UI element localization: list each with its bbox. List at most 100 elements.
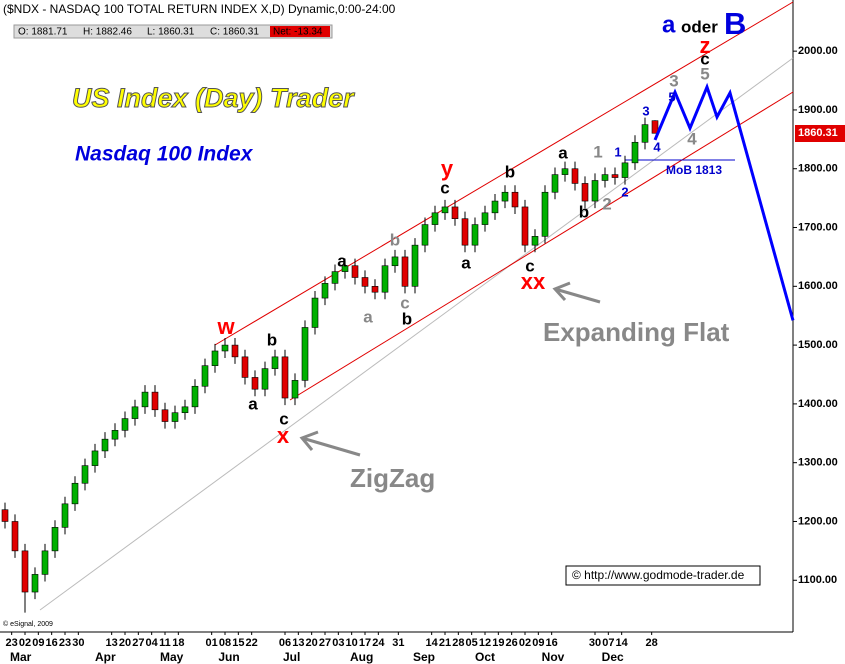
candle-body [381, 265, 389, 293]
candle-body [101, 438, 109, 452]
month-label: Apr [95, 650, 116, 664]
candle-body [71, 482, 79, 505]
wave-label: c [400, 293, 409, 312]
x-tick-label: 30 [72, 637, 84, 649]
x-tick-label: 16 [546, 637, 558, 649]
candle-body [161, 409, 169, 422]
last-price-box [795, 125, 845, 142]
annotation: ZigZag [350, 463, 435, 493]
quote: C: 1860.31 [210, 27, 259, 38]
wave-label: c [525, 256, 534, 275]
candle-body [141, 391, 149, 408]
x-tick-label: 26 [506, 637, 518, 649]
x-tick-label: 01 [206, 637, 218, 649]
candle-body [181, 406, 189, 414]
candle-body [471, 224, 479, 246]
wave-label: b [402, 309, 412, 328]
candle-body [121, 418, 129, 431]
candle-body [51, 527, 59, 552]
wave-label: a [363, 307, 373, 326]
net-box [270, 26, 330, 37]
y-tick-label: 2000.00 [798, 45, 838, 57]
x-tick-label: 15 [232, 637, 244, 649]
month-label: Jun [218, 650, 239, 664]
x-tick-label: 27 [132, 637, 144, 649]
x-tick-label: 05 [466, 637, 478, 649]
candle-body [11, 521, 19, 552]
x-tick-label: 19 [492, 637, 504, 649]
y-tick-label: 1400.00 [798, 398, 838, 410]
candle-body [541, 191, 549, 237]
candle-body [301, 327, 309, 381]
candle-body [501, 191, 509, 202]
wave-label: b [390, 230, 400, 249]
y-tick-label: 1900.00 [798, 104, 838, 116]
x-tick-label: 16 [46, 637, 58, 649]
candle-body [341, 265, 349, 272]
month-label: Jul [283, 650, 300, 664]
wave-label: z [700, 33, 711, 58]
candle-body [611, 174, 619, 178]
candle-body [491, 200, 499, 214]
wave-label: 1 [614, 144, 621, 159]
y-tick-label: 1800.00 [798, 163, 838, 175]
x-tick-label: 23 [59, 637, 71, 649]
x-tick-label: 14 [616, 637, 629, 649]
candle-body [401, 256, 409, 287]
candle-body [171, 412, 179, 422]
wave-label: w [216, 314, 235, 339]
candle-body [111, 430, 119, 440]
wave-label: 2 [621, 184, 628, 199]
candle-body [241, 356, 249, 378]
url-box [565, 565, 761, 586]
channel-upper [214, 1, 794, 346]
candle-body [221, 344, 229, 352]
y-tick-label: 1100.00 [798, 574, 837, 586]
projection-line [653, 82, 795, 321]
candle-body [271, 356, 279, 369]
candle-body [421, 224, 429, 246]
candle-body [631, 141, 639, 164]
x-tick-label: 04 [146, 637, 159, 649]
candle-body [371, 286, 379, 293]
x-tick-label: 08 [219, 637, 231, 649]
candle-body [561, 168, 569, 175]
candle-body [1, 509, 9, 522]
y-tick-label: 1700.00 [798, 221, 838, 233]
annotation: oder [681, 17, 718, 36]
candle-body [281, 356, 289, 399]
candle-body [571, 168, 579, 184]
annotation: B [724, 6, 746, 41]
candle-body [351, 265, 359, 278]
annotation: MoB 1813 [666, 163, 722, 177]
x-tick-label: 20 [306, 637, 318, 649]
wave-label: 3 [669, 71, 678, 90]
annotation: Expanding Flat [543, 317, 730, 347]
quote: H: 1882.46 [83, 27, 132, 38]
candle-body [311, 297, 319, 328]
candle-body [361, 277, 369, 287]
candle-body [461, 218, 469, 246]
header-title: ($NDX - NASDAQ 100 TOTAL RETURN INDEX X,… [3, 2, 396, 16]
candle-body [431, 212, 439, 225]
candle-body [231, 344, 239, 358]
x-tick-label: 30 [589, 637, 601, 649]
x-tick-label: 18 [172, 637, 184, 649]
candle-body [251, 377, 259, 390]
candle-body [651, 120, 659, 134]
candle-body [151, 391, 159, 411]
x-tick-label: 06 [279, 637, 291, 649]
wave-label: 2 [602, 194, 611, 213]
month-label: May [160, 650, 184, 664]
channel-lower [289, 91, 794, 401]
chart-title: US Index (Day) Trader [72, 83, 355, 113]
x-tick-label: 09 [32, 637, 44, 649]
x-tick-label: 13 [292, 637, 304, 649]
x-tick-label: 02 [19, 637, 31, 649]
wave-label: b [505, 162, 515, 181]
arrow [299, 430, 361, 457]
wave-label: 5 [668, 89, 675, 104]
annotation: © eSignal, 2009 [3, 620, 53, 628]
